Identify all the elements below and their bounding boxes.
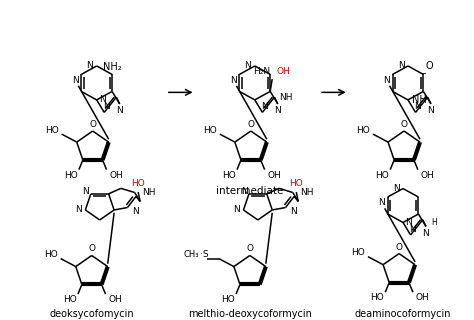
Text: O: O: [89, 120, 96, 129]
Text: CH₃: CH₃: [183, 250, 199, 259]
Text: N: N: [406, 218, 412, 227]
Text: ·S: ·S: [200, 250, 208, 259]
Text: HO: HO: [221, 295, 235, 304]
Text: N: N: [132, 207, 139, 216]
Text: N: N: [230, 76, 237, 84]
Text: OH: OH: [416, 293, 429, 302]
Text: N: N: [99, 95, 106, 104]
Text: N: N: [398, 61, 404, 70]
Text: deaminocoformycin: deaminocoformycin: [355, 309, 451, 319]
Text: HO: HO: [44, 250, 58, 259]
Text: O: O: [401, 120, 408, 129]
Text: O: O: [396, 243, 402, 252]
Text: HO: HO: [356, 126, 370, 135]
Text: NH: NH: [412, 95, 427, 105]
Text: OH: OH: [268, 171, 282, 180]
Text: HO: HO: [203, 126, 217, 135]
Text: O: O: [88, 244, 95, 253]
Text: HO: HO: [45, 126, 59, 135]
Text: HO: HO: [63, 295, 77, 304]
Text: NH: NH: [280, 92, 293, 102]
Text: NH₂: NH₂: [103, 62, 121, 72]
Text: OH: OH: [421, 171, 435, 180]
Text: melthio-deoxycoformycin: melthio-deoxycoformycin: [188, 309, 312, 319]
Text: N: N: [428, 106, 434, 115]
Text: N: N: [86, 61, 93, 70]
Text: HO: HO: [290, 179, 303, 188]
Text: O: O: [426, 61, 433, 71]
Text: OH: OH: [109, 171, 123, 180]
Text: HO: HO: [375, 171, 389, 180]
Text: NH: NH: [300, 188, 313, 197]
Text: N: N: [241, 187, 247, 196]
Text: N: N: [393, 184, 400, 193]
Text: N: N: [82, 187, 89, 196]
Text: N: N: [233, 205, 240, 214]
Text: O: O: [247, 120, 255, 129]
Text: HO: HO: [64, 171, 78, 180]
Text: N: N: [261, 102, 268, 111]
Text: deoksycofomycin: deoksycofomycin: [49, 309, 134, 319]
Text: N: N: [409, 225, 416, 234]
Text: OH: OH: [276, 67, 290, 76]
Text: N: N: [75, 205, 82, 214]
Text: NH: NH: [142, 188, 155, 197]
Text: HO: HO: [222, 171, 236, 180]
Text: N: N: [116, 106, 123, 115]
Text: HO: HO: [351, 248, 365, 257]
Text: N: N: [423, 228, 429, 237]
Text: N: N: [383, 76, 390, 84]
Text: HO: HO: [131, 179, 145, 188]
Text: H: H: [431, 218, 437, 227]
Text: N: N: [72, 76, 79, 84]
Text: HO: HO: [371, 293, 384, 302]
Text: N: N: [290, 207, 297, 216]
Text: N: N: [103, 102, 109, 111]
Text: N: N: [274, 106, 281, 115]
Text: O: O: [246, 244, 253, 253]
Text: N: N: [245, 61, 251, 70]
Text: N: N: [378, 198, 385, 207]
Text: H₂N: H₂N: [253, 67, 270, 76]
Text: OH: OH: [109, 295, 122, 304]
Text: N: N: [414, 102, 421, 111]
Text: intermediate: intermediate: [216, 186, 283, 196]
